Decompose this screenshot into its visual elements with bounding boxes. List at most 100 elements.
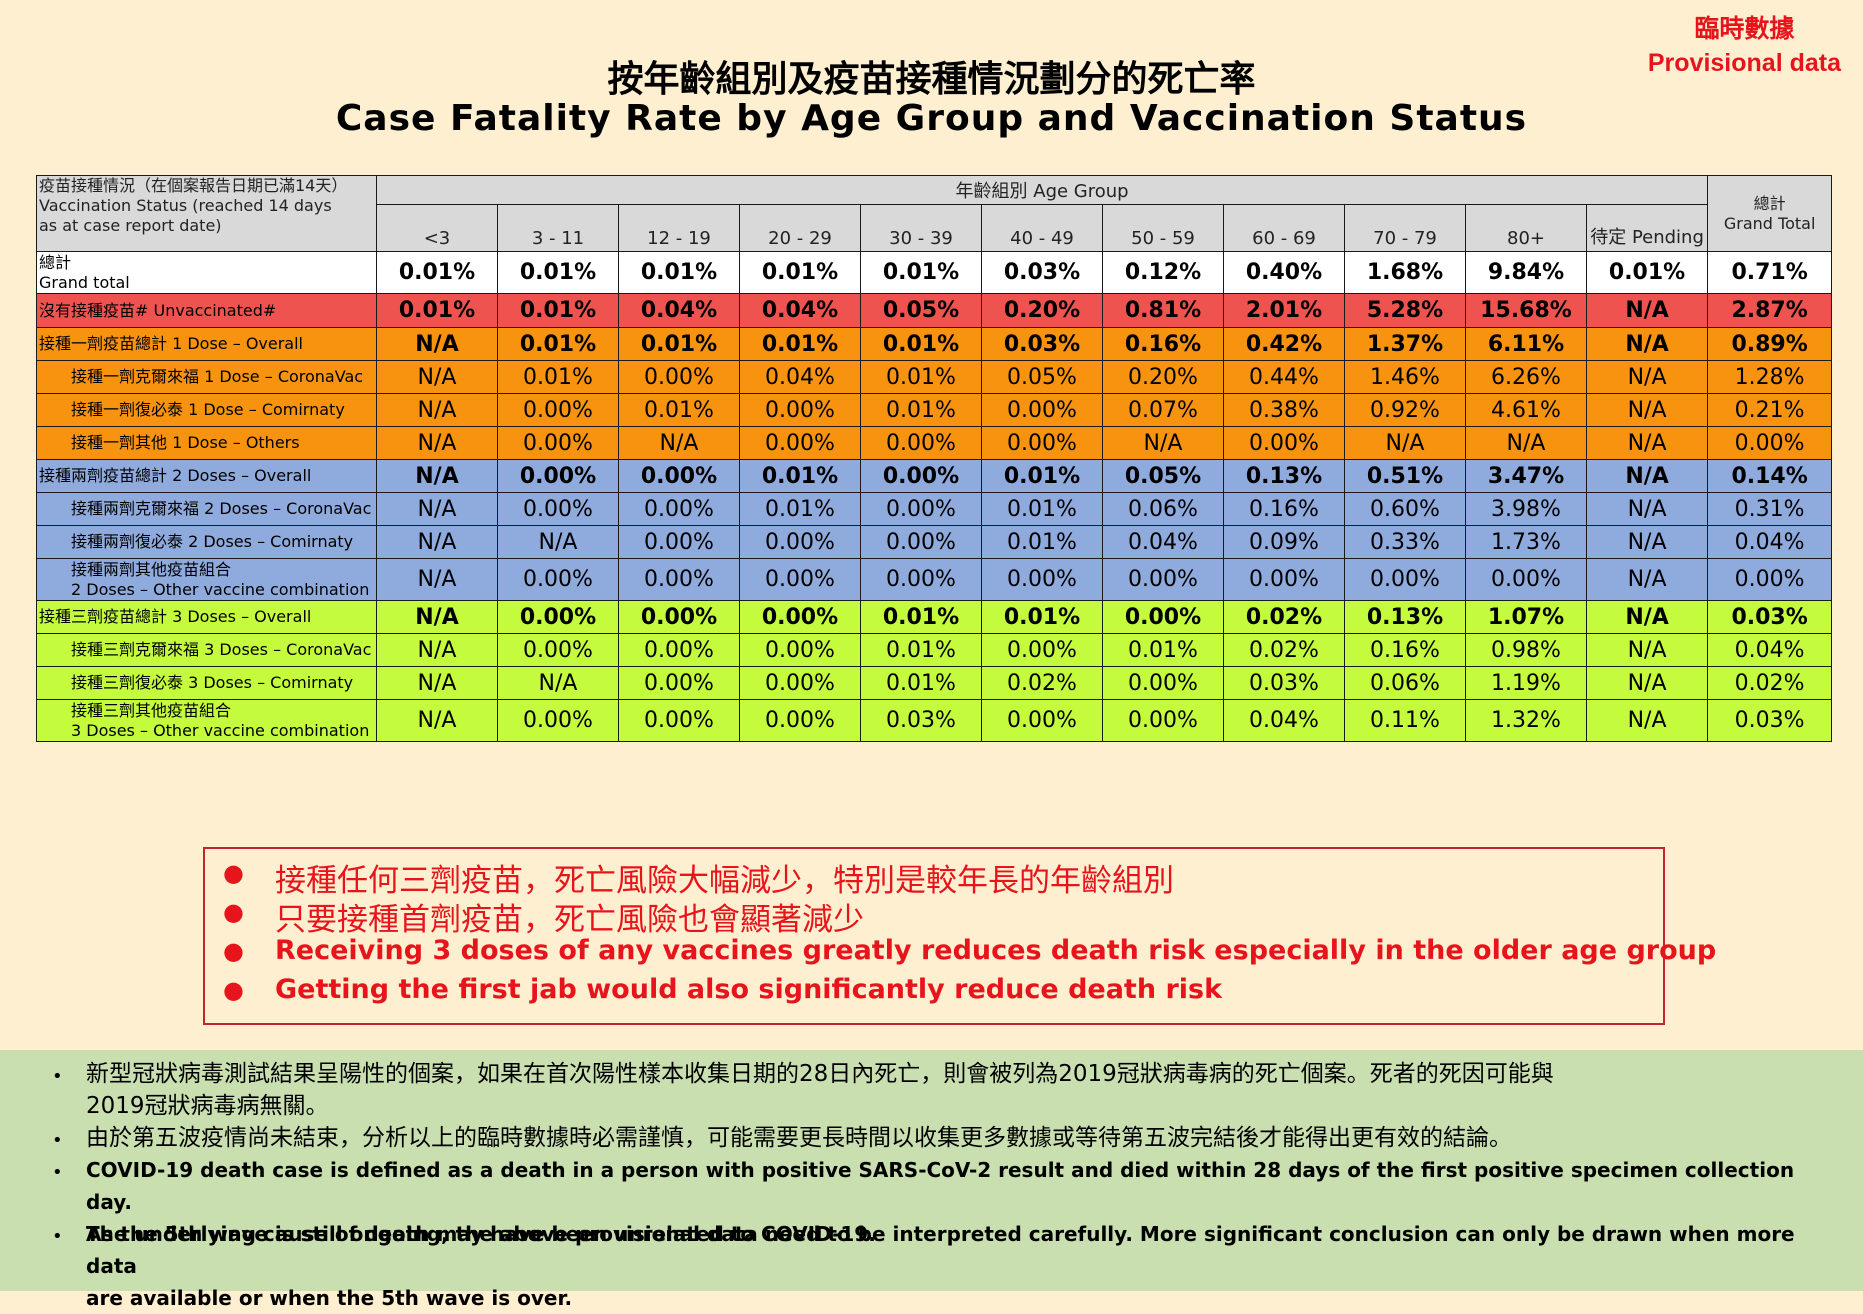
header-label-line1: 疫苗接種情況（在個案報告日期已滿14天） <box>39 176 348 196</box>
rate-cell: N/A <box>497 525 619 559</box>
rate-cell: 0.00% <box>981 393 1103 427</box>
rate-cell: 0.00% <box>618 699 740 742</box>
rate-cell: 0.01% <box>981 600 1103 634</box>
bullet-icon: ● <box>223 898 244 926</box>
rate-cell: N/A <box>618 426 740 460</box>
rate-cell: 0.00% <box>497 600 619 634</box>
rate-cell: 0.01% <box>739 492 861 526</box>
grand-total-header: 總計 Grand Total <box>1707 175 1833 252</box>
rate-cell: 9.84% <box>1465 251 1587 294</box>
rate-cell: 0.01% <box>497 293 619 328</box>
row-label: 接種三劑克爾來福 3 Doses – CoronaVac <box>36 633 377 667</box>
grand-total-header-zh: 總計 <box>1753 193 1786 213</box>
rate-cell: 1.07% <box>1465 600 1587 634</box>
rate-cell: 0.00% <box>739 525 861 559</box>
grand-total-cell: 0.89% <box>1707 327 1833 361</box>
bullet-icon: ● <box>223 937 244 965</box>
rate-cell: 0.00% <box>618 459 740 493</box>
rate-cell: 1.37% <box>1344 327 1466 361</box>
rate-cell: 0.01% <box>739 327 861 361</box>
rate-cell: 0.00% <box>739 633 861 667</box>
rate-cell: 0.00% <box>981 699 1103 742</box>
rate-cell: N/A <box>376 327 498 361</box>
provisional-data-label: 臨時數據 Provisional data <box>1648 12 1841 80</box>
table-row: 接種兩劑復必泰 2 Doses – Comirnaty N/A N/A 0.00% 0.… <box>36 525 1833 559</box>
table-row: 接種兩劑克爾來福 2 Doses – CoronaVac N/A 0.00% 0.00… <box>36 492 1833 526</box>
grand-total-cell: 0.00% <box>1707 426 1833 460</box>
grand-total-cell: 0.04% <box>1707 525 1833 559</box>
row-label: 接種一劑復必泰 1 Dose – Comirnaty <box>36 393 377 427</box>
rate-cell: 0.09% <box>1223 525 1345 559</box>
table-row: 沒有接種疫苗# Unvaccinated# 0.01% 0.01% 0.04% 0.04… <box>36 293 1833 328</box>
rate-cell: 0.00% <box>1465 558 1587 601</box>
rate-cell: 0.16% <box>1102 327 1224 361</box>
key-point: ● 接種任何三劑疫苗，死亡風險大幅減少，特別是較年長的年齡組別 <box>205 855 1663 899</box>
rate-cell: 0.01% <box>497 251 619 294</box>
row-label-line: 接種三劑其他疫苗組合 <box>71 700 232 720</box>
rate-cell: 4.61% <box>1465 393 1587 427</box>
rate-cell: 6.11% <box>1465 327 1587 361</box>
rate-cell: 0.38% <box>1223 393 1345 427</box>
row-label: 接種三劑疫苗總計 3 Doses – Overall <box>36 600 377 634</box>
rate-cell: N/A <box>1585 293 1709 328</box>
key-point-text: 只要接種首劑疫苗，死亡風險也會顯著減少 <box>275 902 864 938</box>
rate-cell: N/A <box>1585 492 1709 526</box>
table-row: 接種兩劑疫苗總計 2 Doses – Overall N/A 0.00% 0.00% 0… <box>36 459 1833 493</box>
row-label: 接種三劑其他疫苗組合 3 Doses – Other vaccine combin… <box>36 699 377 742</box>
rate-cell: N/A <box>1585 600 1709 634</box>
rate-cell: N/A <box>376 600 498 634</box>
rate-cell: N/A <box>1585 558 1709 601</box>
rate-cell: 0.01% <box>860 251 982 294</box>
table-row: 接種一劑疫苗總計 1 Dose – Overall N/A 0.01% 0.01% 0.… <box>36 327 1833 361</box>
key-point-text: 接種任何三劑疫苗，死亡風險大幅減少，特別是較年長的年齡組別 <box>275 863 1174 899</box>
row-label-line: 接種兩劑復必泰 2 Doses – Comirnaty <box>71 532 354 551</box>
grand-total-cell: 0.71% <box>1707 251 1833 294</box>
grand-total-cell: 0.02% <box>1707 666 1833 700</box>
grand-total-cell: 0.03% <box>1707 600 1833 634</box>
key-point: ● 只要接種首劑疫苗，死亡風險也會顯著減少 <box>205 894 1663 938</box>
table-row: 接種三劑其他疫苗組合 3 Doses – Other vaccine combin… <box>36 699 1833 742</box>
header-label-line2: Vaccination Status (reached 14 days <box>39 196 332 215</box>
rate-cell: 0.01% <box>497 360 619 394</box>
rate-cell: 0.04% <box>739 293 861 328</box>
rate-cell: 0.00% <box>860 492 982 526</box>
bullet-icon: ● <box>223 976 244 1004</box>
rate-cell: 0.00% <box>618 525 740 559</box>
table-row: 接種一劑復必泰 1 Dose – Comirnaty N/A 0.00% 0.01% 0… <box>36 393 1833 427</box>
note-text: 由於第五波疫情尚未結束，分析以上的臨時數據時必需謹慎，可能需要更長時間以收集更多… <box>86 1122 1846 1154</box>
rate-cell: 0.00% <box>618 558 740 601</box>
rate-cell: 0.03% <box>860 699 982 742</box>
note-line: As the 5th wave is still ongoing, the ab… <box>86 1222 1795 1278</box>
rate-cell: 0.03% <box>981 327 1103 361</box>
rate-cell: 0.20% <box>1102 360 1224 394</box>
page-title-en: Case Fatality Rate by Age Group and Vacc… <box>335 98 1528 139</box>
grand-total-cell: 0.03% <box>1707 699 1833 742</box>
rate-cell: N/A <box>1585 633 1709 667</box>
rate-cell: 0.03% <box>981 251 1103 294</box>
rate-cell: 1.68% <box>1344 251 1466 294</box>
rate-cell: 5.28% <box>1344 293 1466 328</box>
rate-cell: N/A <box>1102 426 1224 460</box>
rate-cell: 0.01% <box>860 360 982 394</box>
age-group-column-header: 50 - 59 <box>1102 204 1224 252</box>
age-group-column-header: 60 - 69 <box>1223 204 1345 252</box>
rate-cell: 0.00% <box>1344 558 1466 601</box>
row-label: 接種一劑疫苗總計 1 Dose – Overall <box>36 327 377 361</box>
note-line: COVID-19 death case is defined as a deat… <box>86 1158 1795 1214</box>
rate-cell: 0.98% <box>1465 633 1587 667</box>
row-label-line: 接種三劑復必泰 3 Doses – Comirnaty <box>71 673 354 692</box>
row-label: 接種三劑復必泰 3 Doses – Comirnaty <box>36 666 377 700</box>
rate-cell: 0.00% <box>860 426 982 460</box>
rate-cell: 0.00% <box>739 666 861 700</box>
row-label: 總計 Grand total <box>36 251 377 294</box>
table-row: 接種一劑克爾來福 1 Dose – CoronaVac N/A 0.01% 0.00%… <box>36 360 1833 394</box>
rate-cell: 0.02% <box>981 666 1103 700</box>
row-label-line: 接種一劑克爾來福 1 Dose – CoronaVac <box>71 367 364 386</box>
rate-cell: 0.01% <box>1102 633 1224 667</box>
rate-cell: 0.00% <box>739 426 861 460</box>
row-label: 接種兩劑復必泰 2 Doses – Comirnaty <box>36 525 377 559</box>
rate-cell: 0.01% <box>860 666 982 700</box>
rate-cell: 0.00% <box>739 393 861 427</box>
rate-cell: 0.02% <box>1223 600 1345 634</box>
rate-cell: 0.00% <box>860 525 982 559</box>
